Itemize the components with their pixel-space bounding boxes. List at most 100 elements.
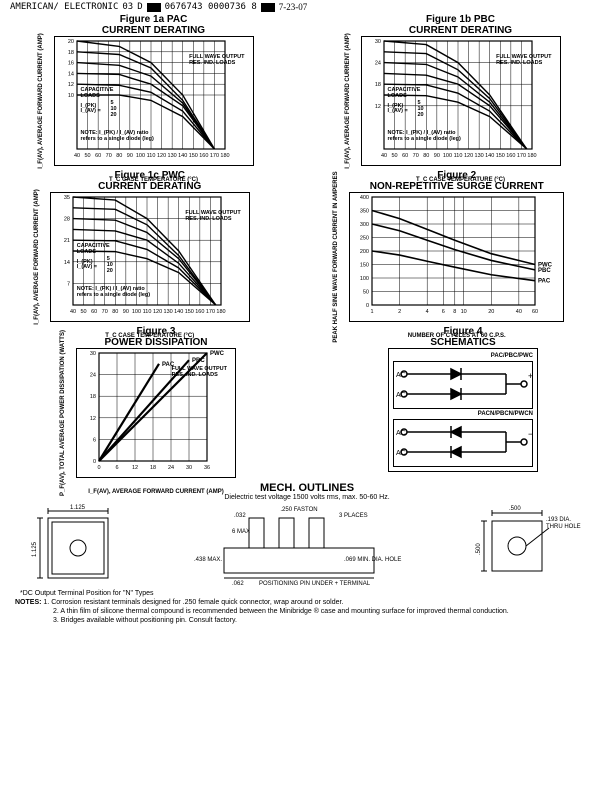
- svg-text:170: 170: [206, 309, 215, 315]
- svg-text:1: 1: [371, 309, 374, 315]
- svg-text:70: 70: [101, 309, 107, 315]
- svg-text:+: +: [528, 371, 533, 381]
- row-3: Figure 3POWER DISSIPATION 06121824303606…: [0, 326, 614, 478]
- chart-1a: 4050607080901001101201301401501601701801…: [54, 36, 254, 166]
- svg-text:.500: .500: [476, 543, 482, 555]
- svg-text:110: 110: [142, 309, 151, 315]
- svg-text:AC: AC: [396, 372, 406, 379]
- svg-text:6: 6: [442, 309, 445, 315]
- svg-text:30: 30: [90, 351, 96, 357]
- mech-subtitle: Dielectric test voltage 1500 volts rms, …: [0, 494, 614, 501]
- svg-text:250: 250: [360, 236, 369, 242]
- svg-text:.193 DIA.THRU HOLE: .193 DIA.THRU HOLE: [546, 517, 581, 530]
- svg-text:180: 180: [216, 309, 225, 315]
- svg-text:20: 20: [488, 309, 494, 315]
- f1a-title2: CURRENT DERATING: [102, 25, 205, 36]
- svg-text:10: 10: [461, 309, 467, 315]
- svg-text:3 PLACES: 3 PLACES: [339, 513, 368, 519]
- svg-text:100: 100: [360, 276, 369, 282]
- svg-text:6: 6: [115, 465, 118, 471]
- svg-text:70: 70: [105, 153, 111, 159]
- chart-3: 0612182430360612182430PWCPBCPACP_F(AV), …: [76, 348, 236, 478]
- svg-text:AC: AC: [396, 392, 406, 399]
- svg-text:70: 70: [412, 153, 418, 159]
- svg-text:POSITIONING PIN UNDER + TERMIN: POSITIONING PIN UNDER + TERMINAL: [259, 581, 371, 587]
- figure-1c: Figure 1c PWCCURRENT DERATING 4050607080…: [50, 170, 250, 322]
- code1: 03: [122, 2, 133, 12]
- mech-center-icon: .250 FASTON 3 PLACES .032 6 MAX .438 MAX…: [184, 503, 414, 588]
- svg-text:PAC: PAC: [538, 279, 551, 285]
- svg-text:12: 12: [374, 104, 380, 110]
- figure-2: Figure 2NON-REPETITIVE SURGE CURRENT 124…: [349, 170, 564, 322]
- svg-text:AC: AC: [396, 430, 406, 437]
- header-date: 7-23-07: [279, 2, 308, 12]
- svg-text:50: 50: [80, 309, 86, 315]
- mech-center: .250 FASTON 3 PLACES .032 6 MAX .438 MAX…: [184, 503, 414, 590]
- svg-text:12: 12: [90, 416, 96, 422]
- header-bar: AMERICAN/ ELECTRONIC 03 D 0676743 000073…: [0, 0, 614, 14]
- svg-text:90: 90: [126, 153, 132, 159]
- svg-text:130: 130: [167, 153, 176, 159]
- svg-text:0: 0: [97, 465, 100, 471]
- svg-text:40: 40: [380, 153, 386, 159]
- svg-text:160: 160: [199, 153, 208, 159]
- diode-bridge-pos-icon: AC AC +: [396, 364, 536, 404]
- svg-text:60: 60: [402, 153, 408, 159]
- svg-text:160: 160: [506, 153, 515, 159]
- svg-text:100: 100: [132, 309, 141, 315]
- svg-text:40: 40: [73, 153, 79, 159]
- svg-text:PBC: PBC: [192, 358, 205, 364]
- svg-text:350: 350: [360, 209, 369, 215]
- svg-text:90: 90: [123, 309, 129, 315]
- svg-text:80: 80: [423, 153, 429, 159]
- figure-4: Figure 4SCHEMATICS PAC/PBC/PWC AC: [388, 326, 538, 478]
- svg-text:.500: .500: [509, 506, 521, 512]
- svg-text:80: 80: [116, 153, 122, 159]
- svg-text:80: 80: [112, 309, 118, 315]
- svg-text:.069 MIN. DIA. HOLE: .069 MIN. DIA. HOLE: [344, 557, 401, 563]
- svg-text:170: 170: [209, 153, 218, 159]
- serial: 0676743 0000736 8: [165, 2, 257, 12]
- svg-text:4: 4: [426, 309, 429, 315]
- svg-text:AC: AC: [396, 450, 406, 457]
- svg-text:18: 18: [90, 394, 96, 400]
- svg-text:90: 90: [433, 153, 439, 159]
- svg-text:150: 150: [184, 309, 193, 315]
- f1b-title1: Figure 1b PBC: [426, 14, 495, 25]
- svg-text:−: −: [528, 429, 533, 439]
- mech-section: MECH. OUTLINES Dielectric test voltage 1…: [0, 482, 614, 597]
- figure-3: Figure 3POWER DISSIPATION 06121824303606…: [76, 326, 236, 478]
- code2: D: [137, 2, 142, 12]
- svg-text:.032: .032: [234, 513, 246, 519]
- svg-text:130: 130: [163, 309, 172, 315]
- notes-title: NOTES:: [15, 599, 41, 606]
- svg-text:50: 50: [84, 153, 90, 159]
- svg-text:100: 100: [135, 153, 144, 159]
- svg-text:16: 16: [67, 61, 73, 67]
- svg-text:12: 12: [67, 82, 73, 88]
- black-box-icon: [147, 3, 161, 12]
- row-1: Figure 1a PACCURRENT DERATING 4050607080…: [0, 14, 614, 166]
- svg-text:150: 150: [188, 153, 197, 159]
- chart-1c: 4050607080901001101201301401501601701807…: [50, 192, 250, 322]
- svg-text:160: 160: [195, 309, 204, 315]
- svg-text:40: 40: [70, 309, 76, 315]
- svg-text:140: 140: [174, 309, 183, 315]
- svg-text:30: 30: [186, 465, 192, 471]
- svg-text:170: 170: [516, 153, 525, 159]
- svg-text:18: 18: [67, 50, 73, 56]
- note-2: 2. A thin film of silicone thermal compo…: [15, 608, 509, 617]
- svg-text:30: 30: [374, 39, 380, 45]
- chart-1b: 4050607080901001101201301401501601701801…: [361, 36, 561, 166]
- svg-text:18: 18: [150, 465, 156, 471]
- svg-text:120: 120: [463, 153, 472, 159]
- svg-text:12: 12: [132, 465, 138, 471]
- notes-section: NOTES: 1. Corrosion resistant terminals …: [0, 597, 614, 627]
- svg-text:24: 24: [90, 373, 96, 379]
- sch-top-label: PAC/PBC/PWC: [393, 353, 533, 359]
- svg-text:150: 150: [360, 263, 369, 269]
- mech-right: .500 .500 .193 DIA.THRU HOLE: [474, 503, 584, 585]
- svg-text:180: 180: [527, 153, 536, 159]
- svg-text:6 MAX: 6 MAX: [232, 529, 250, 535]
- svg-text:PBC: PBC: [538, 268, 551, 274]
